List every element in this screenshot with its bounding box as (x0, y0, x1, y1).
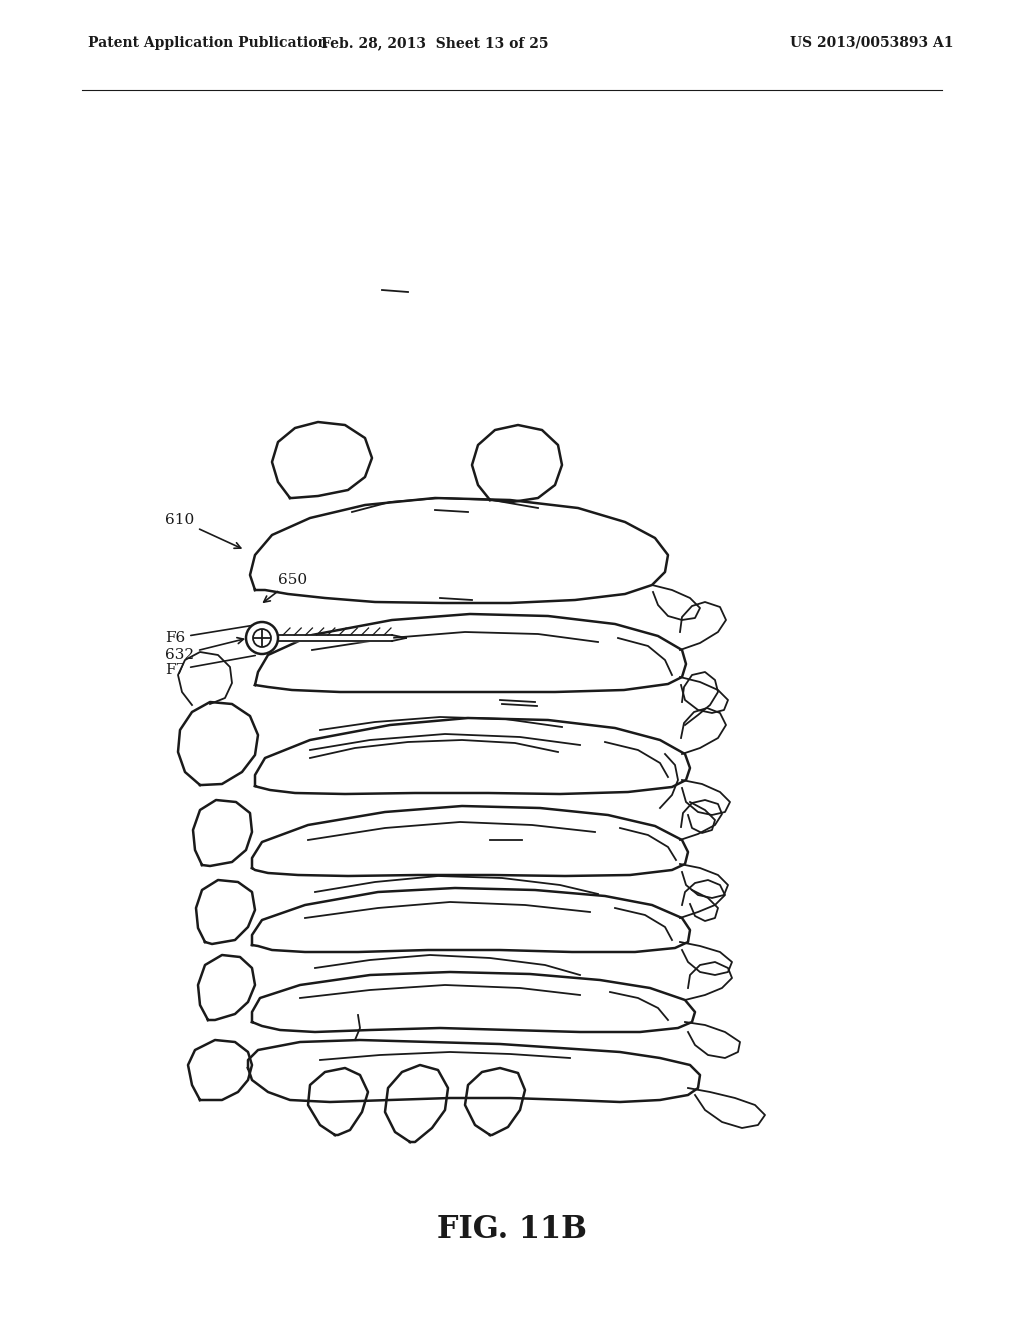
Text: 650: 650 (264, 573, 307, 602)
Bar (278, 635, 392, 642)
Text: FIG. 11B: FIG. 11B (437, 1214, 587, 1245)
Text: 632: 632 (165, 638, 244, 663)
Text: Feb. 28, 2013  Sheet 13 of 25: Feb. 28, 2013 Sheet 13 of 25 (322, 36, 549, 50)
Text: F7: F7 (165, 656, 255, 677)
Text: Patent Application Publication: Patent Application Publication (88, 36, 328, 50)
Text: F6: F6 (165, 626, 252, 645)
Circle shape (246, 622, 278, 653)
Text: US 2013/0053893 A1: US 2013/0053893 A1 (790, 36, 953, 50)
Text: 610: 610 (165, 513, 241, 548)
